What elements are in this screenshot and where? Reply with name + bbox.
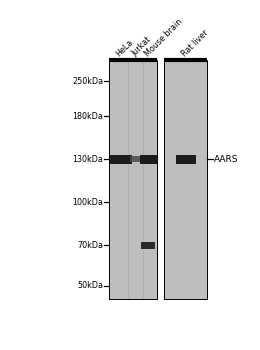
Bar bbox=[165, 60, 207, 299]
Bar bbox=[177, 155, 196, 163]
Bar bbox=[165, 60, 207, 299]
Text: Mouse brain: Mouse brain bbox=[142, 17, 184, 58]
Text: HeLa: HeLa bbox=[114, 37, 135, 58]
Text: Rat liver: Rat liver bbox=[180, 28, 210, 58]
Bar bbox=[140, 155, 158, 163]
Bar bbox=[109, 60, 158, 299]
Bar bbox=[141, 242, 154, 249]
Text: 100kDa: 100kDa bbox=[72, 198, 103, 207]
Text: 50kDa: 50kDa bbox=[77, 281, 103, 290]
Text: AARS: AARS bbox=[214, 155, 238, 164]
Text: Jurkat: Jurkat bbox=[130, 35, 153, 58]
Bar bbox=[109, 60, 158, 299]
Text: 180kDa: 180kDa bbox=[72, 112, 103, 121]
Text: 130kDa: 130kDa bbox=[72, 155, 103, 164]
Bar bbox=[131, 156, 142, 162]
Text: 250kDa: 250kDa bbox=[72, 77, 103, 86]
Text: 70kDa: 70kDa bbox=[77, 241, 103, 250]
Bar bbox=[109, 155, 132, 163]
